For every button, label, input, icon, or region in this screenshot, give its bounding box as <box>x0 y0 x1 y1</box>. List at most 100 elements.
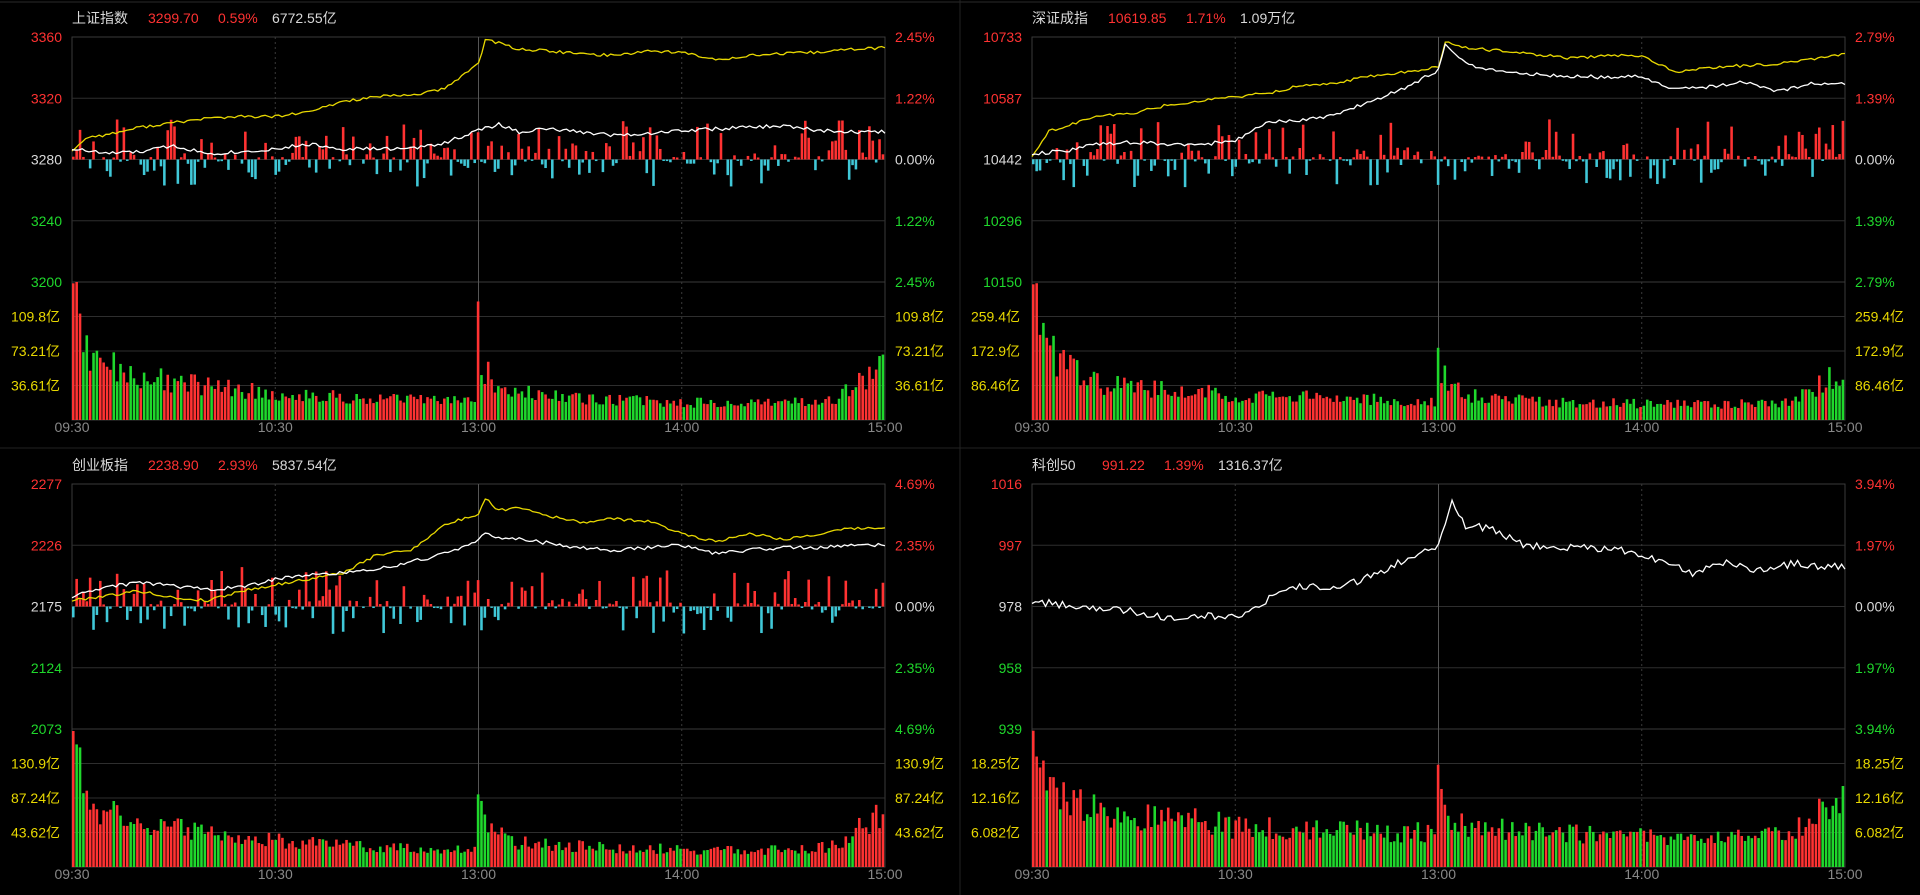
flow-bar <box>1645 156 1649 160</box>
volume-bar <box>685 848 689 867</box>
volume-bar <box>594 850 598 867</box>
flow-bar <box>179 602 183 607</box>
volume-bar <box>486 361 490 420</box>
time-tick-label: 09:30 <box>1014 866 1049 882</box>
volume-bar <box>709 848 713 867</box>
volume-axis-label-right: 6.082亿 <box>1855 825 1904 841</box>
volume-bar <box>1460 397 1463 420</box>
flow-bar <box>75 578 78 607</box>
flow-bar <box>476 132 480 160</box>
volume-bar <box>1285 397 1288 420</box>
volume-bar <box>780 852 783 867</box>
volume-bar <box>1733 834 1737 867</box>
flow-bar <box>1035 159 1038 172</box>
volume-axis-label: 12.16亿 <box>971 790 1020 806</box>
flow-bar <box>250 606 254 611</box>
flow-bar <box>1207 159 1210 174</box>
volume-bar <box>1291 401 1295 420</box>
volume-bar <box>638 397 642 420</box>
volume-bar <box>395 850 399 867</box>
flow-bar <box>493 159 497 172</box>
volume-bar <box>470 401 473 420</box>
volume-axis-label-right: 73.21亿 <box>895 343 944 359</box>
volume-bar <box>1224 817 1227 867</box>
volume-bar <box>105 366 109 420</box>
flow-bar <box>1308 159 1312 161</box>
flow-bar <box>1524 141 1528 160</box>
volume-axis-label-right: 172.9亿 <box>1855 343 1904 359</box>
flow-bar <box>227 606 230 620</box>
flow-bar <box>783 154 787 160</box>
volume-bar <box>1349 832 1352 867</box>
flow-bar <box>1699 159 1703 183</box>
flow-bar <box>294 606 298 609</box>
volume-bar <box>1676 833 1679 867</box>
flow-bar <box>645 575 649 607</box>
flow-bar <box>88 159 92 169</box>
volume-bar <box>1683 840 1686 867</box>
price-line <box>71 121 886 156</box>
volume-bar <box>1487 402 1490 420</box>
volume-bar <box>244 398 247 420</box>
volume-bar <box>1258 391 1261 420</box>
flow-bar <box>689 606 692 612</box>
flow-bar <box>1787 154 1791 160</box>
volume-bar <box>1133 392 1136 420</box>
volume-bar <box>1112 388 1116 420</box>
volume-bar <box>294 399 298 420</box>
flow-bar <box>294 136 298 160</box>
volume-bar <box>800 398 804 420</box>
volume-bar <box>179 818 183 867</box>
flow-bar <box>432 153 436 160</box>
flow-bar <box>1453 159 1457 180</box>
volume-bar <box>1794 396 1797 420</box>
volume-bar <box>190 374 193 420</box>
volume-bar <box>1578 404 1582 420</box>
volume-bar <box>658 403 662 420</box>
volume-bar <box>1696 840 1700 867</box>
flow-bar <box>348 600 352 607</box>
flow-bar <box>1396 147 1399 160</box>
flow-bar <box>1193 159 1197 162</box>
flow-bar <box>1123 152 1126 160</box>
volume-bar <box>837 848 841 867</box>
flow-bar <box>368 596 372 607</box>
flow-bar <box>497 159 500 169</box>
flow-bar <box>72 606 75 618</box>
volume-bar <box>1443 365 1447 420</box>
flow-bar <box>746 582 750 607</box>
flow-bar <box>1534 159 1538 161</box>
price-axis-label: 2124 <box>31 660 62 676</box>
pct-axis-label: 1.22% <box>895 213 935 229</box>
volume-bar <box>1392 841 1396 867</box>
price-axis-label: 1016 <box>991 476 1022 492</box>
flow-bar <box>277 159 281 172</box>
flow-bar <box>456 159 460 162</box>
volume-bar <box>739 854 743 867</box>
volume-bar <box>142 829 146 867</box>
volume-bar <box>564 401 568 420</box>
volume-bar <box>581 402 584 420</box>
volume-bar <box>1571 400 1575 420</box>
flow-bar <box>608 146 611 160</box>
flow-bar <box>1477 155 1480 160</box>
flow-bar <box>1234 159 1237 167</box>
volume-bar <box>1551 406 1555 420</box>
volume-bar <box>1247 398 1251 420</box>
flow-bar <box>810 606 814 610</box>
flow-bar <box>490 141 493 160</box>
flow-bar <box>402 586 406 607</box>
volume-bar <box>1032 284 1035 420</box>
flow-bar <box>581 589 584 607</box>
flow-bar <box>861 606 864 610</box>
volume-bar <box>1443 804 1447 867</box>
flow-bar <box>868 126 871 160</box>
volume-bar <box>1376 824 1379 867</box>
volume-bar <box>1713 404 1717 420</box>
flow-bar <box>493 606 497 617</box>
volume-bar <box>810 404 814 420</box>
flow-bar <box>567 159 571 168</box>
flow-bar <box>1166 159 1170 177</box>
volume-bar <box>163 821 166 867</box>
volume-bar <box>1129 820 1133 867</box>
